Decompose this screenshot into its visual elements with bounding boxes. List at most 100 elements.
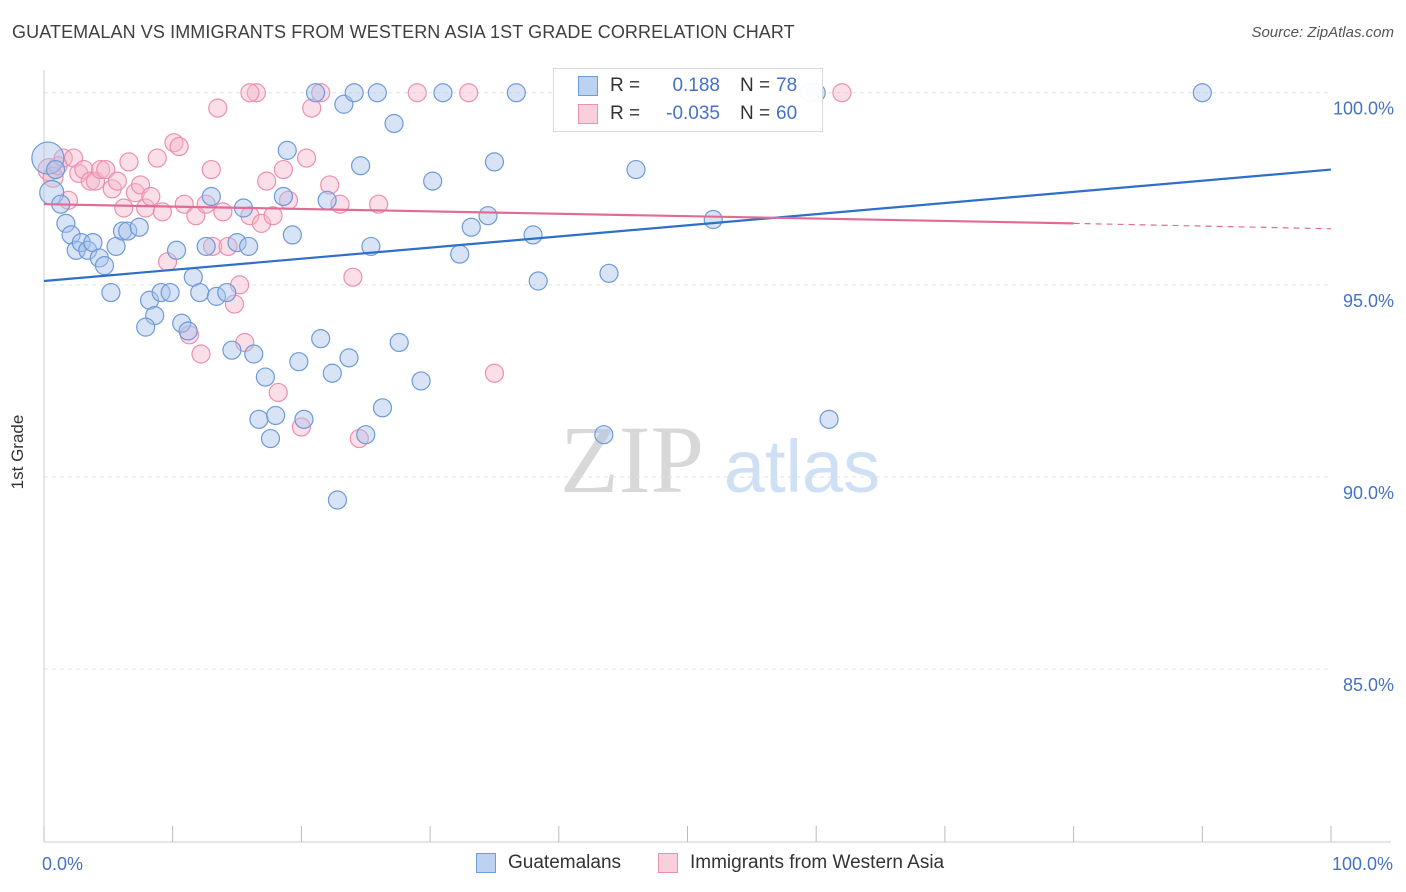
data-point [119,152,139,172]
data-point [302,98,322,118]
data-point [289,352,309,372]
data-point [139,290,160,310]
series-guatemalans [31,83,1212,510]
y-tick-label: 85.0% [1343,675,1394,695]
data-point [703,209,723,230]
data-point [305,83,326,103]
tick-labels: 100.0% 95.0% 90.0% 85.0% 0.0% 100.0% [42,99,1394,874]
data-point [461,217,481,237]
data-point [327,490,348,510]
data-point [273,186,293,207]
grid [44,92,1331,670]
legend-r-label: R = [610,103,641,124]
data-point [141,186,161,207]
data-point [594,425,614,445]
axes [43,70,1391,843]
data-point [114,198,134,218]
data-point [222,340,242,360]
watermark-zip: ZIP [560,406,704,513]
stats-legend: R = 0.188 N = 78 R = -0.035 N = 60 [553,68,823,132]
y-tick-label: 90.0% [1343,483,1394,503]
data-point [1192,83,1212,103]
data-point [160,282,180,303]
legend-n-value: 60 [776,103,798,124]
data-point [147,148,167,168]
data-point [208,98,228,118]
x-tick-label: 0.0% [42,854,83,874]
data-point [249,409,269,429]
data-point [450,244,470,264]
data-point [166,240,187,260]
legend-item-immigrants[interactable]: Immigrants from Western Asia [658,852,944,874]
legend-r-value: 0.188 [672,75,720,96]
data-point [599,263,619,283]
data-point [311,83,331,103]
data-point [296,148,317,168]
data-point [174,194,194,214]
data-point [266,405,286,426]
data-point [291,417,311,437]
data-point [819,409,839,429]
data-point [240,206,260,226]
legend-swatch-blue [578,76,598,96]
data-point [191,344,211,364]
trend-line-immigrants-extrapolated [1073,222,1332,230]
data-point [240,83,260,103]
data-point [251,213,272,233]
data-point [832,83,852,103]
data-point [277,140,297,160]
data-point [268,382,288,403]
series-immigrants-western-asia [37,83,852,449]
data-point [74,159,94,180]
data-point [164,133,184,153]
data-point [101,282,121,303]
data-point [213,202,233,222]
data-point [351,156,371,176]
data-point [196,236,216,257]
legend-row-guatemalans: R = 0.188 N = 78 [578,74,816,98]
data-point [129,217,149,237]
data-point [107,171,127,191]
data-point [206,286,227,306]
legend-n-value: 78 [776,75,798,96]
data-point [91,159,111,180]
data-point [190,282,210,303]
data-point [407,83,427,103]
data-point [246,83,266,103]
data-point [626,159,646,180]
data-point [94,256,115,276]
data-point [523,225,543,245]
data-point [136,317,156,337]
data-point [257,171,277,191]
data-point [71,232,91,253]
data-point [201,159,221,180]
trend-line-immigrants [43,203,1074,225]
data-point [263,206,283,226]
data-point [356,425,376,445]
data-point [484,152,505,172]
data-point [282,225,302,245]
data-point [339,348,359,368]
legend-swatch-pink [658,853,678,873]
trend-line-guatemalans [43,168,1332,283]
data-point [255,367,275,387]
legend-row-immigrants: R = -0.035 N = 60 [578,102,816,126]
data-point [56,213,76,233]
data-point [61,225,81,245]
data-point [202,236,223,257]
data-point [118,221,138,241]
legend-n-label: N = [740,75,771,96]
data-point [384,113,404,134]
legend-r-value: -0.035 [666,103,720,124]
chart-title: GUATEMALAN VS IMMIGRANTS FROM WESTERN AS… [12,22,795,42]
data-point [201,186,221,207]
data-point [294,409,314,429]
y-tick-label: 100.0% [1333,99,1394,119]
data-point [320,175,340,195]
data-point [344,83,364,103]
data-point [478,206,498,226]
legend-swatch-pink [578,104,598,124]
data-point [217,282,237,303]
data-point [411,371,431,391]
legend-item-guatemalans[interactable]: Guatemalans [476,852,621,874]
